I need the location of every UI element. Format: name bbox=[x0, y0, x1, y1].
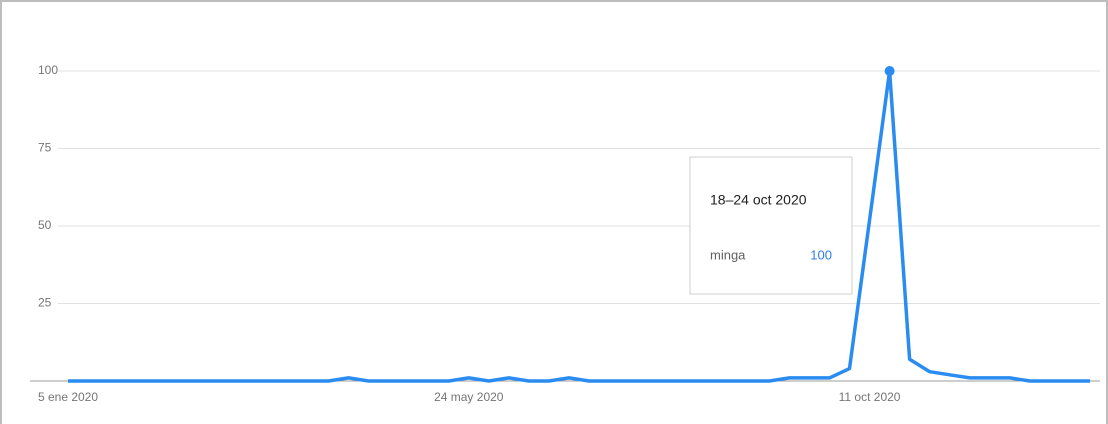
series-line bbox=[68, 69, 1090, 383]
y-tick-label: 75 bbox=[38, 141, 52, 155]
x-tick-label: 24 may 2020 bbox=[434, 390, 504, 404]
tooltip-title: 18–24 oct 2020 bbox=[710, 192, 807, 208]
tooltip-box bbox=[689, 156, 853, 295]
tooltip-series: minga bbox=[710, 247, 746, 262]
x-tick-label: 11 oct 2020 bbox=[839, 390, 901, 404]
highlight-point bbox=[884, 66, 895, 76]
y-tick-label: 100 bbox=[38, 63, 58, 77]
tooltip-value: 100 bbox=[810, 247, 832, 262]
y-tick-label: 25 bbox=[38, 296, 52, 310]
plot: 25 50 75 100 5 ene 2020 24 may 2020 11 oct 202… bbox=[30, 63, 1100, 404]
x-tick-label: 5 ene 2020 bbox=[38, 390, 98, 404]
tooltip: 18–24 oct 2020 minga 100 bbox=[689, 156, 853, 295]
y-tick-label: 50 bbox=[38, 218, 52, 232]
